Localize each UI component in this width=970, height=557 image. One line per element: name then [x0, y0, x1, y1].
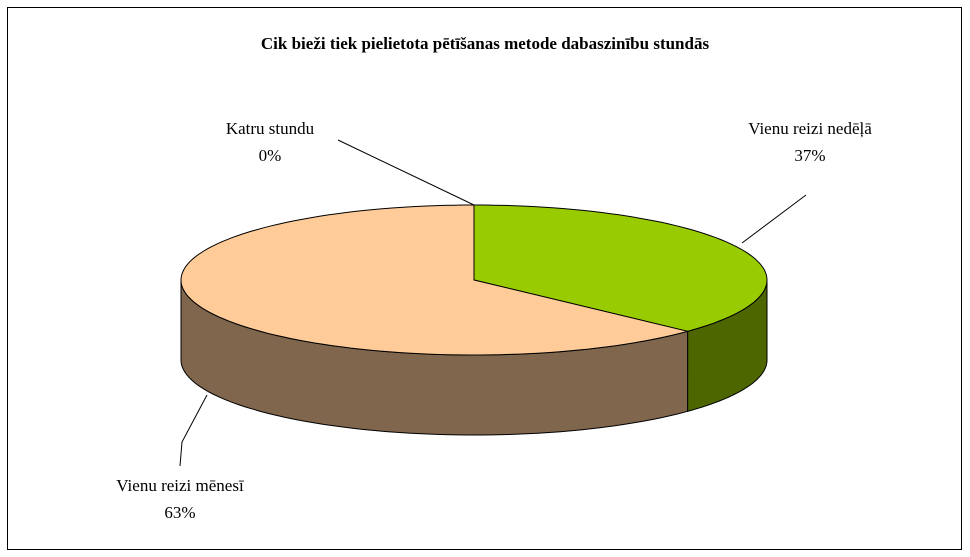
pie-slice: [180, 204, 688, 356]
leader-line: [741, 194, 807, 244]
leader-line: [337, 139, 475, 206]
slice-value-label: 63%: [164, 503, 195, 522]
chart-title: Cik bieži tiek pielietota pētīšanas meto…: [261, 34, 710, 53]
leader-line: [179, 394, 208, 467]
slice-value-label: 37%: [794, 146, 825, 165]
slice-value-label: 0%: [259, 146, 282, 165]
pie-slice: [473, 204, 768, 332]
slice-label: Vienu reizi mēnesī: [116, 476, 244, 495]
slice-label: Vienu reizi nedēļā: [748, 119, 872, 138]
slice-label: Katru stundu: [226, 119, 315, 138]
